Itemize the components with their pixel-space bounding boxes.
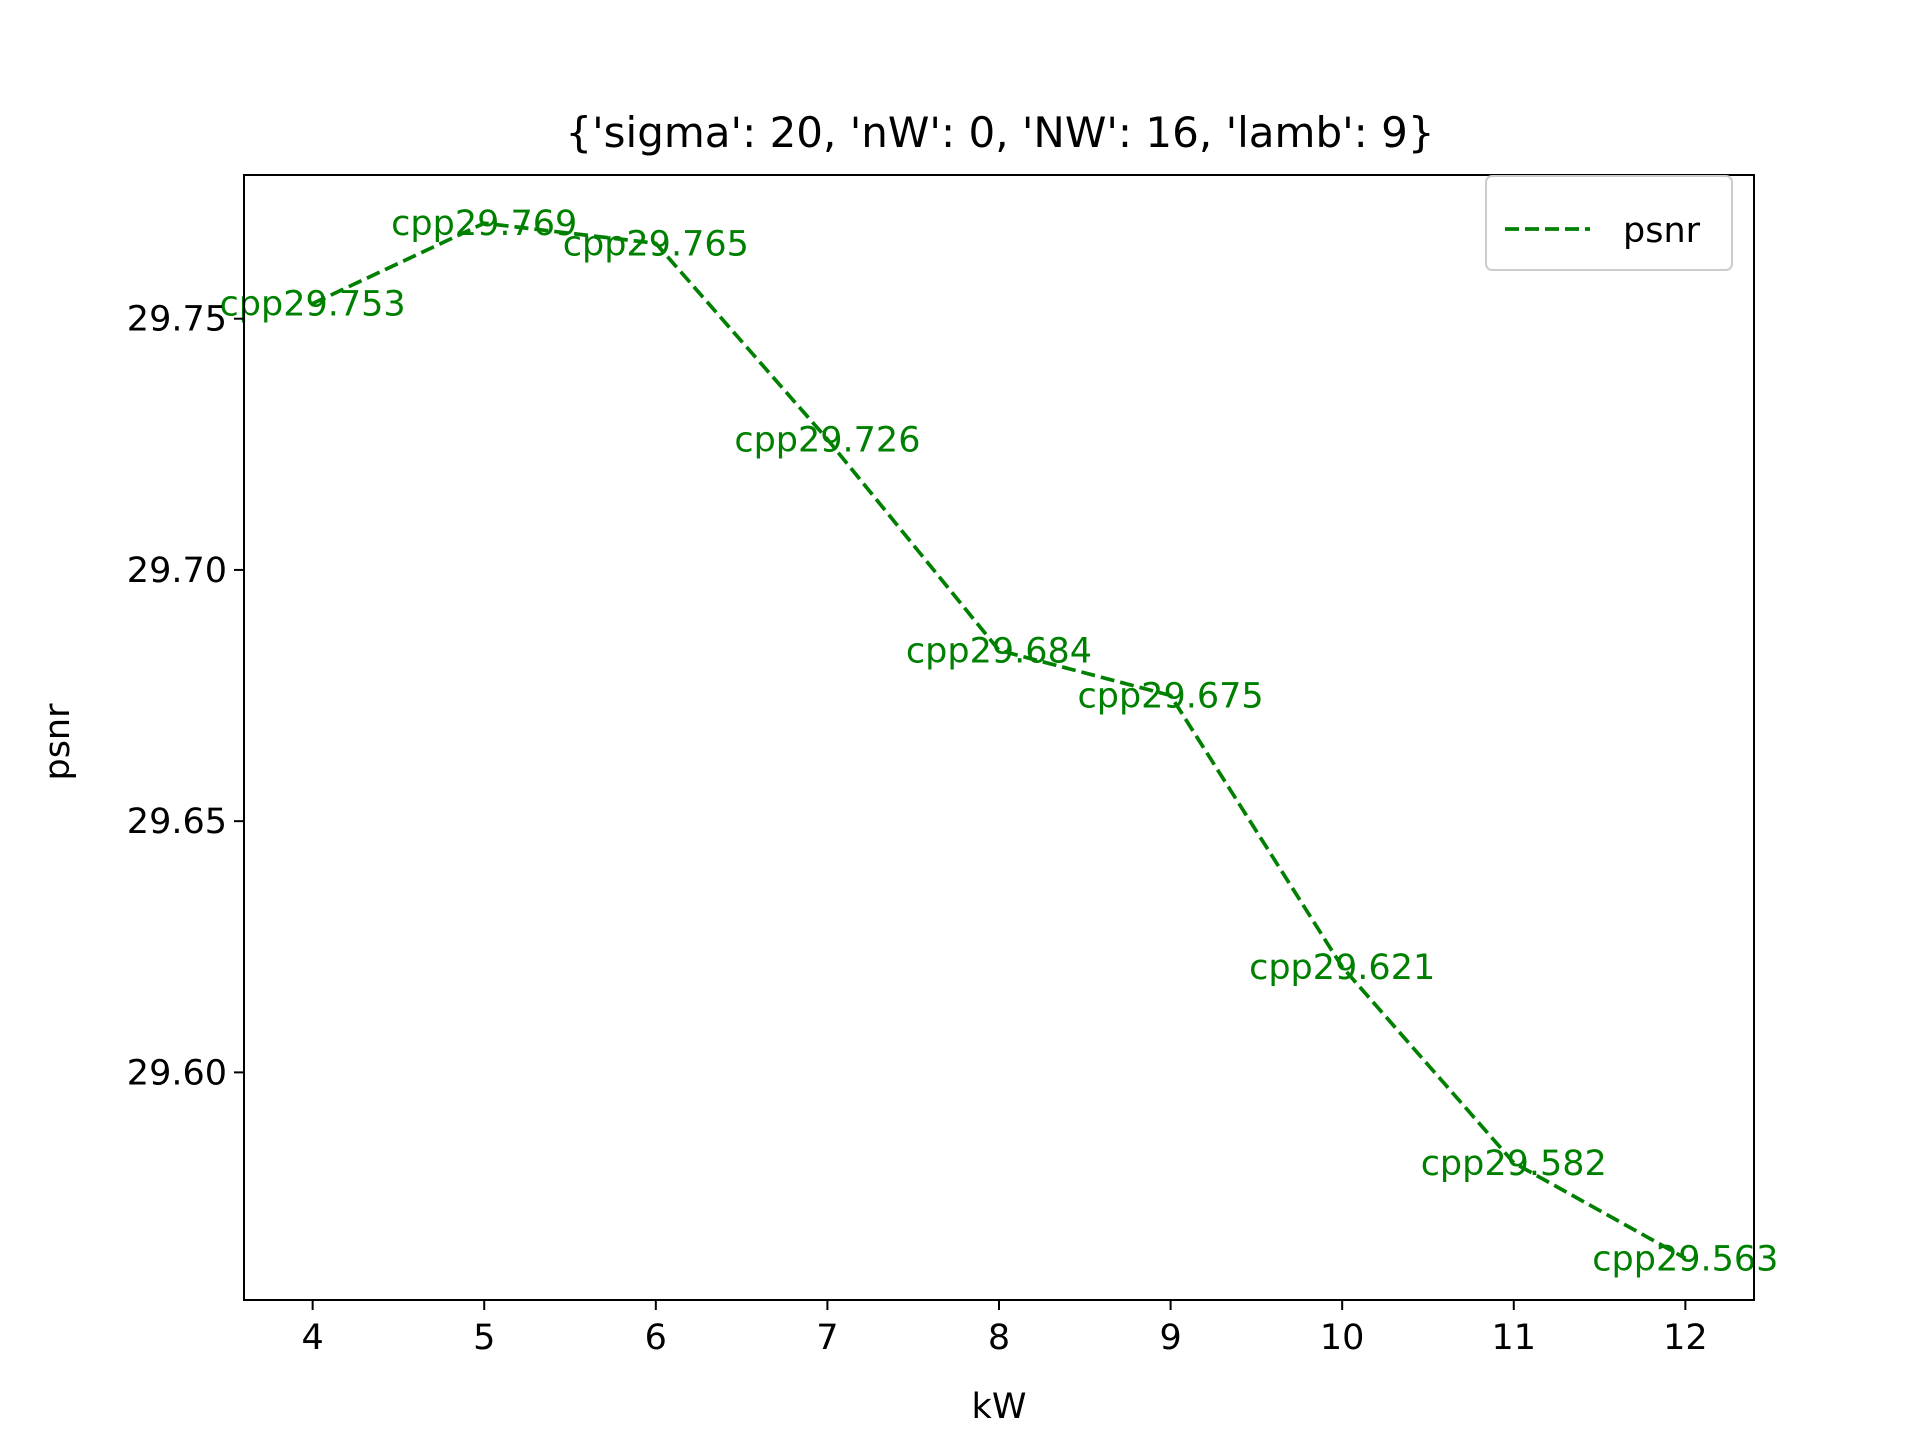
data-label: cpp29.769 <box>391 204 577 244</box>
legend: psnr <box>1485 175 1733 271</box>
x-tick-label: 8 <box>988 1318 1010 1358</box>
data-label: cpp29.753 <box>220 285 406 325</box>
data-label: cpp29.675 <box>1078 677 1264 717</box>
x-tick-label: 12 <box>1663 1318 1708 1358</box>
data-label: cpp29.765 <box>563 224 749 264</box>
data-label: cpp29.621 <box>1249 948 1435 988</box>
legend-box <box>1485 175 1733 271</box>
x-tick-label: 11 <box>1491 1318 1536 1358</box>
y-tick-label: 29.60 <box>127 1053 227 1093</box>
x-axis-label: kW <box>972 1387 1027 1427</box>
x-tick-label: 5 <box>473 1318 495 1358</box>
x-tick-label: 4 <box>301 1318 323 1358</box>
y-tick-label: 29.75 <box>127 300 227 340</box>
series-line-psnr <box>311 221 1687 1260</box>
x-tick-label: 7 <box>816 1318 838 1358</box>
y-axis-label: psnr <box>38 703 78 781</box>
data-label: cpp29.684 <box>906 631 1092 671</box>
data-label: cpp29.726 <box>734 420 920 460</box>
data-label: cpp29.563 <box>1592 1239 1778 1279</box>
data-label: cpp29.582 <box>1421 1144 1607 1184</box>
x-tick-label: 9 <box>1159 1318 1181 1358</box>
y-tick-label: 29.70 <box>127 551 227 591</box>
x-tick-label: 6 <box>645 1318 667 1358</box>
legend-entry-psnr: psnr <box>1623 211 1701 251</box>
plot-area-frame <box>243 174 1755 1301</box>
x-tick-label: 10 <box>1320 1318 1365 1358</box>
chart-title: {'sigma': 20, 'nW': 0, 'NW': 16, 'lamb':… <box>565 108 1434 157</box>
y-tick-label: 29.65 <box>127 802 227 842</box>
